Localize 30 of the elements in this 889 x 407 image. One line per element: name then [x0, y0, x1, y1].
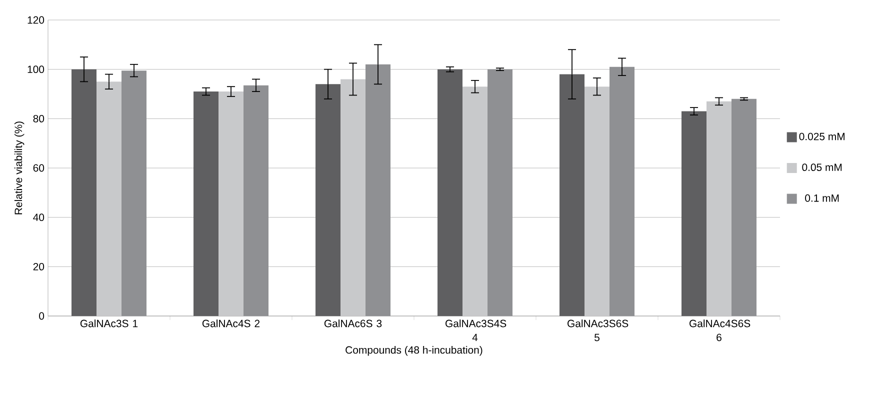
bar	[682, 111, 707, 316]
legend-label: 0.05 mM	[802, 164, 842, 172]
bar	[584, 86, 610, 316]
y-tick-label: 120	[28, 16, 44, 24]
x-tick-label: GalNAc6S 3	[324, 320, 382, 328]
legend-label: 0.1 mM	[805, 194, 839, 202]
x-tick-label: GalNAc3S6S 5	[568, 320, 628, 342]
x-tick-label: GalNAc3S 1	[80, 320, 138, 328]
x-tick-label: GalNAc3S4S 4	[446, 320, 506, 342]
y-tick-label: 80	[33, 114, 44, 122]
x-axis-title: Compounds (48 h-incubation)	[346, 346, 482, 356]
legend-label: 0.025 mM	[799, 132, 844, 140]
bar	[316, 84, 340, 316]
bar	[560, 74, 584, 316]
y-tick-label: 40	[33, 214, 44, 222]
bar	[438, 69, 462, 316]
bar	[218, 92, 244, 316]
bar	[194, 92, 218, 316]
bar	[462, 86, 488, 316]
y-axis-title: Relative viability (%)	[14, 122, 24, 214]
x-tick-label: GalNAc4S 2	[202, 320, 260, 328]
y-tick-label: 60	[33, 164, 44, 172]
bar	[340, 79, 366, 316]
bar	[72, 69, 96, 316]
x-tick-label: GalNAc4S6S 6	[690, 320, 750, 342]
y-tick-label: 0	[39, 312, 44, 320]
bar	[706, 101, 732, 316]
y-tick-label: 100	[28, 66, 44, 74]
y-tick-label: 20	[33, 262, 44, 270]
bar	[96, 82, 122, 316]
